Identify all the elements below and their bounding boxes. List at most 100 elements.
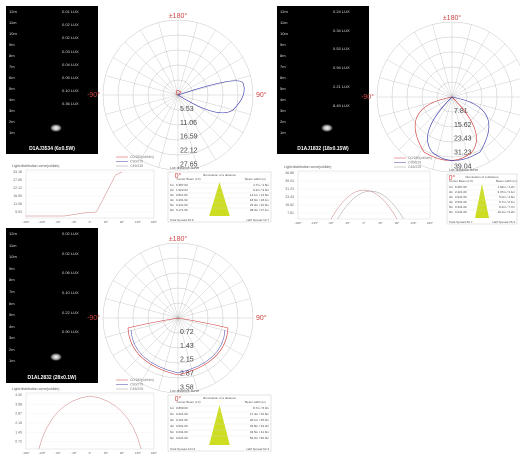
ring-value: 22.12 — [180, 148, 198, 155]
polar-spoke — [177, 75, 251, 96]
polar-spoke — [177, 94, 232, 149]
polar-spoke — [177, 298, 251, 319]
table-cell: 0.241.00 — [176, 203, 188, 207]
table-cell: 0.221.00 — [176, 412, 188, 416]
table-cell: 0.041.00 — [176, 430, 188, 434]
table-cell: 8.4m / 7.7m — [499, 205, 515, 209]
curve-title: Light distribution curve(cd/klm) — [284, 165, 331, 169]
ring-value: 7.81 — [454, 108, 468, 115]
polar-spoke — [177, 94, 251, 115]
height-label: 3m — [9, 108, 15, 113]
light-cone-icon — [209, 182, 230, 216]
height-label: 7m — [9, 288, 15, 294]
polar-spoke — [177, 94, 198, 168]
table-cell: 4m — [170, 198, 175, 202]
table-cell: 5.0m / 4.6m — [499, 195, 515, 199]
polar-spoke — [124, 317, 179, 372]
x-tick: -45° — [345, 221, 351, 225]
height-label: 3m — [280, 108, 286, 113]
legend-entry: C45/225 — [130, 164, 143, 168]
polar-spoke — [451, 96, 520, 116]
y-tick: 0.72 — [15, 440, 22, 444]
legend-entry: C0/180(cd/klm) — [408, 156, 432, 160]
height-label: 4m — [280, 97, 286, 102]
table-cell: 26.1m / 25.0m — [250, 418, 270, 422]
lux-reading: 0.01 LUX — [62, 9, 79, 14]
angle-bottom: 0° — [175, 172, 182, 180]
angle-right: 90° — [256, 91, 267, 99]
legend-entry: C90/270 — [408, 161, 421, 165]
y-tick: 15.62 — [285, 203, 294, 207]
lux-reading: 0.53 LUX — [333, 46, 350, 52]
table-cell: 4m — [449, 200, 454, 204]
table-cell: 3m — [449, 195, 454, 199]
ring-value: 11.06 — [180, 120, 197, 127]
polar-ring — [147, 64, 209, 126]
polar-ring — [117, 34, 239, 156]
angle-bottom: 0° — [449, 174, 456, 182]
ring-value: 16.59 — [180, 134, 198, 141]
polar-spoke — [177, 252, 216, 319]
table-cell: 4.7m / 4.5m — [253, 183, 269, 187]
table-cell: 14.1m / 13.6m — [250, 193, 270, 197]
x-tick: 0° — [363, 221, 367, 225]
polar-ring — [162, 79, 194, 111]
y-tick: 1.43 — [15, 430, 22, 434]
x-tick: 180° — [151, 220, 158, 224]
polar-spoke — [177, 317, 216, 384]
ring-value: 15.62 — [454, 122, 472, 129]
table-cell: 0.899.00 — [176, 406, 188, 410]
table-cell: 1m — [170, 183, 175, 187]
x-tick: -180° — [22, 220, 30, 224]
table-cell: 28.0m / 27.1m — [250, 208, 270, 212]
lux-table-frame — [167, 171, 272, 223]
model-label: D1AJ3534 (6x0.5W) — [29, 146, 75, 152]
lux-reading: 0.02 LUX — [62, 250, 79, 256]
polar-spoke — [177, 317, 198, 391]
table-head: Illumination of a distance — [465, 175, 498, 179]
polar-spoke — [414, 96, 453, 163]
lux-reading: 0.24 LUX — [333, 9, 350, 14]
lux-reading: 0.03 LUX — [62, 48, 79, 54]
polar-ring — [162, 302, 194, 334]
polar-ring — [132, 49, 224, 141]
cone-title: Lux distance curve — [449, 168, 478, 172]
polar-spoke — [451, 96, 490, 163]
polar-spoke — [158, 245, 179, 319]
polar-spoke — [105, 317, 179, 338]
table-cell: 0.941.00 — [455, 195, 467, 199]
polar-spoke — [105, 75, 179, 96]
height-label: 10m — [9, 254, 17, 260]
lux-illustration: 12m 11m 10m 9m 8m 7m 6m 5m 4m 3m 2m 1m 0.02 LUX 0.02 … — [6, 228, 98, 383]
y-tick: 23.43 — [285, 195, 294, 199]
x-tick: -90° — [55, 220, 61, 224]
table-cell: 5m — [449, 205, 454, 209]
y-tick: 16.59 — [13, 194, 22, 198]
intensity-curve — [127, 317, 229, 376]
table-cell: 9.2m / 9.0m — [253, 188, 269, 192]
table-cell: 3m — [170, 418, 175, 422]
polar-ring — [102, 19, 254, 171]
polar-spoke — [398, 96, 453, 151]
polar-spoke — [140, 317, 179, 384]
polar-spoke — [386, 59, 453, 98]
table-cell: 2m — [170, 188, 175, 192]
light-source-glow — [50, 353, 62, 361]
intensity-curve — [177, 80, 245, 114]
table-cell: 0.401.02 — [176, 198, 188, 202]
table-cell: 43.5m / 41.6m — [250, 430, 270, 434]
angle-top: ±180° — [443, 14, 462, 22]
legend-entry: C0/180(cd/klm) — [130, 378, 154, 382]
table-cell: 10.1m / 9.2m — [497, 210, 515, 214]
legend-entry: C0/180(cd/klm) — [130, 155, 154, 159]
polar-ring — [132, 272, 224, 364]
y-tick: 5.53 — [15, 210, 22, 214]
table-cell: 4m — [170, 424, 175, 428]
height-label: 2m — [280, 119, 286, 124]
table-cell: 5m — [170, 203, 175, 207]
table-cell: 0.341.00 — [455, 205, 467, 209]
y-tick: 31.23 — [285, 187, 294, 191]
table-foot: Half Spread 12.7 — [246, 218, 269, 222]
polar-spoke — [177, 94, 216, 161]
table-head: Beam width (m) — [496, 179, 517, 183]
